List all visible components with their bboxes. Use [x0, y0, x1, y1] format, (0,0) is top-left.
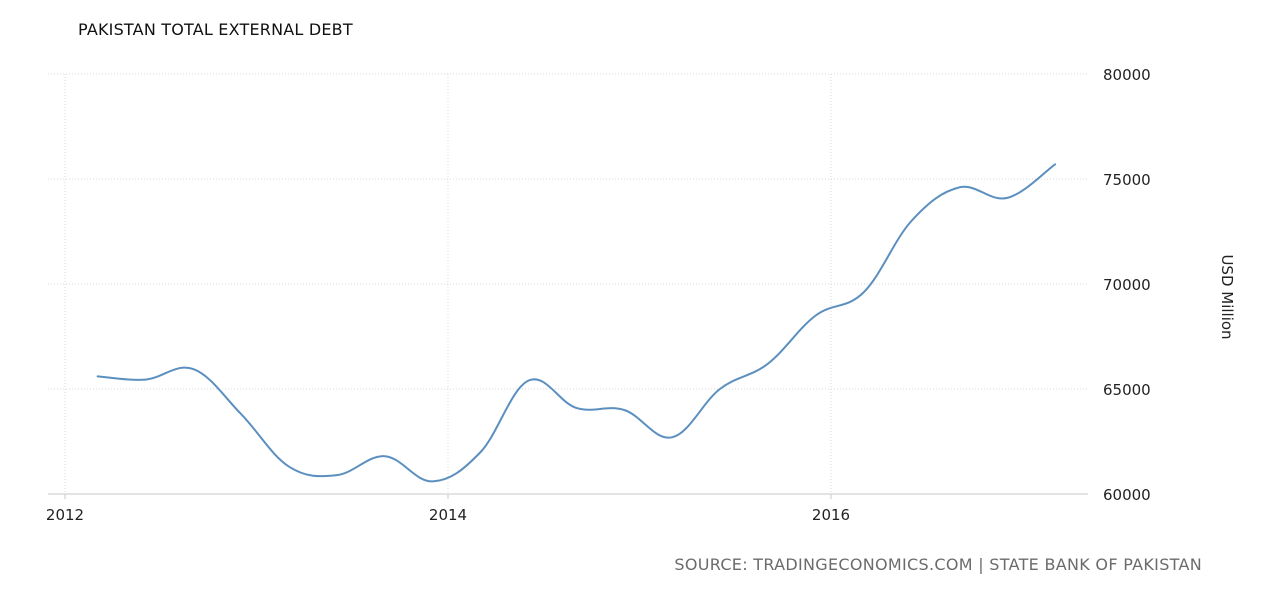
- series-line-0: [96, 163, 1057, 483]
- chart-title: PAKISTAN TOTAL EXTERNAL DEBT: [78, 20, 353, 39]
- x-tick-label: 2012: [46, 506, 84, 524]
- y-tick-label: 65000: [1103, 381, 1151, 399]
- y-tick-label: 75000: [1103, 171, 1151, 189]
- label-layer: 60000 65000 70000 75000 80000 2012 2014 2016: [46, 66, 1151, 524]
- y-axis-title: USD Million: [1218, 254, 1236, 339]
- grid-layer: [48, 73, 1088, 494]
- x-tick-label: 2016: [812, 506, 850, 524]
- x-tick-label: 2014: [429, 506, 467, 524]
- series-layer: [96, 163, 1057, 483]
- source-attribution: SOURCE: TRADINGECONOMICS.COM | STATE BAN…: [674, 555, 1202, 574]
- axis-layer: [48, 493, 1088, 499]
- y-tick-label: 60000: [1103, 486, 1151, 504]
- y-tick-label: 70000: [1103, 276, 1151, 294]
- y-tick-label: 80000: [1103, 66, 1151, 84]
